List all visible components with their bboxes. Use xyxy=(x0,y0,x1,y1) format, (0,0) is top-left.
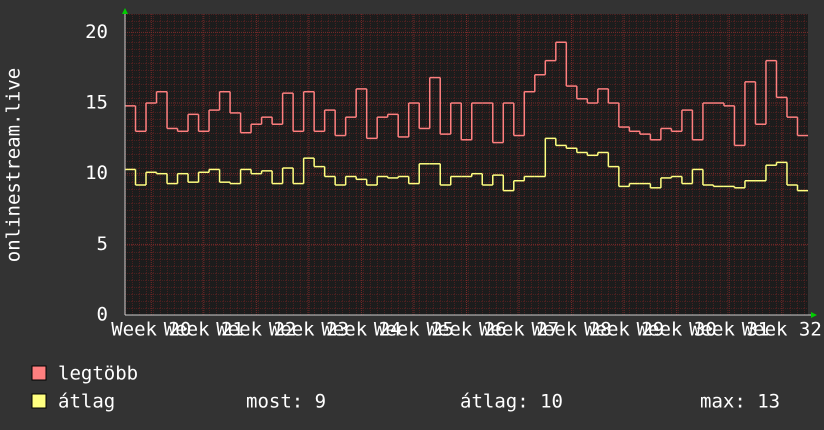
y-tick-label: 5 xyxy=(97,233,108,255)
axis-arrow xyxy=(811,312,817,318)
x-tick-label: Week 21 xyxy=(164,319,244,341)
x-tick-label: Week 22 xyxy=(216,319,296,341)
summary-stat: most: 9 xyxy=(246,391,326,413)
x-tick-label: Week 26 xyxy=(426,319,506,341)
legend-label: átlag xyxy=(58,391,115,413)
x-tick-label: Week 32 xyxy=(742,319,822,341)
legend-swatch xyxy=(31,365,47,381)
x-tick-label: Week 28 xyxy=(532,319,612,341)
summary-stat: átlag: 10 xyxy=(460,391,563,413)
y-tick-label: 10 xyxy=(85,162,108,184)
series-lines xyxy=(125,41,808,192)
y-tick-label: 15 xyxy=(85,92,108,114)
summary-stat: max: 13 xyxy=(700,391,780,413)
y-tick-label: 0 xyxy=(97,304,108,326)
legend-label: legtöbb xyxy=(58,363,138,385)
x-tick-label: Week 24 xyxy=(321,319,401,341)
major-grid xyxy=(125,14,808,316)
x-tick-label: Week 23 xyxy=(269,319,349,341)
x-tick-label: Week 20 xyxy=(111,319,191,341)
y-tick-label: 20 xyxy=(85,21,108,43)
y-axis-title: onlinestream.live xyxy=(3,68,25,262)
x-tick-label: Week 25 xyxy=(374,319,454,341)
legend-swatch xyxy=(31,393,47,409)
x-tick-label: Week 27 xyxy=(479,319,559,341)
x-tick-label: Week 31 xyxy=(689,319,769,341)
x-tick-label: Week 29 xyxy=(584,319,664,341)
axis-arrow xyxy=(122,8,128,14)
x-tick-label: Week 30 xyxy=(637,319,717,341)
